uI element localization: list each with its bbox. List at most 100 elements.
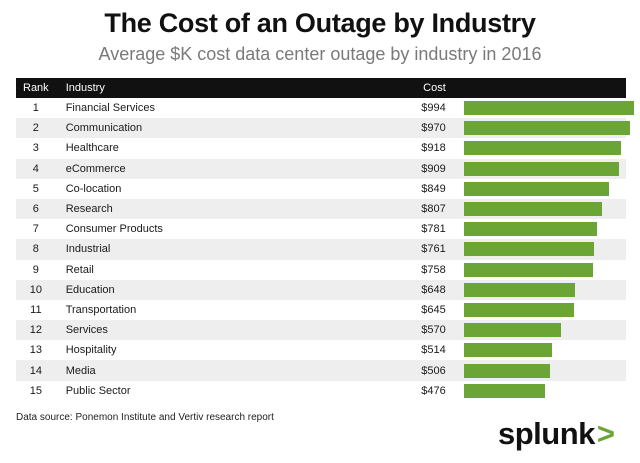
cost-cell: $849 (321, 178, 446, 199)
cost-cell: $807 (321, 198, 446, 220)
table-row: 6 Research $807 (16, 198, 626, 220)
industry-cell: Communication (55, 118, 322, 139)
table-row: 1 Financial Services $994 (16, 98, 634, 119)
table-row: 9 Retail $758 (16, 259, 626, 280)
industry-cell: Healthcare (55, 138, 322, 159)
bar-mark (463, 242, 594, 257)
industry-cell: Services (55, 320, 322, 341)
bar-mark (463, 282, 575, 297)
industry-cell: Co-location (55, 178, 322, 199)
cost-cell: $758 (321, 259, 446, 280)
cost-cell: $918 (321, 138, 446, 159)
rank-cell: 4 (16, 158, 56, 179)
table-row: 7 Consumer Products $781 (16, 219, 626, 240)
table-row: 14 Media $506 (16, 360, 626, 381)
bar-cell (445, 219, 626, 240)
industry-cell: Industrial (55, 239, 322, 260)
table-body: 1 Financial Services $994 2 Communication $97… (16, 98, 634, 401)
logo-chevron-icon: > (596, 416, 615, 451)
bar-mark (463, 121, 630, 136)
header-industry: Industry (55, 78, 322, 98)
cost-cell: $761 (321, 239, 446, 260)
industry-cell: Retail (55, 259, 322, 280)
bar-cell (445, 118, 630, 139)
bar-mark (463, 181, 609, 196)
rank-cell: 9 (16, 259, 56, 280)
cost-cell: $476 (321, 380, 446, 401)
industry-cell: Hospitality (55, 340, 322, 361)
header-cost: Cost (321, 78, 446, 98)
bar-mark (463, 141, 621, 156)
rank-cell: 5 (16, 178, 56, 199)
bar-mark (463, 323, 562, 338)
bar-cell (445, 98, 634, 119)
table-row: 12 Services $570 (16, 320, 626, 341)
chart-subtitle: Average $K cost data center outage by in… (98, 44, 542, 64)
bar-cell (445, 158, 626, 179)
rank-cell: 2 (16, 118, 56, 139)
chart-title: The Cost of an Outage by Industry (104, 8, 536, 38)
rank-cell: 12 (16, 320, 56, 341)
cost-cell: $645 (321, 299, 446, 321)
bar-mark (463, 343, 552, 358)
rank-cell: 11 (16, 299, 56, 321)
industry-cell: Education (55, 279, 322, 300)
table-row: 5 Co-location $849 (16, 178, 626, 199)
bar-mark (463, 161, 620, 176)
header-rank: Rank (16, 78, 56, 98)
bar-cell (445, 360, 626, 381)
cost-cell: $994 (321, 98, 446, 119)
table-header-row: Rank Industry Cost (16, 78, 626, 98)
bar-mark (463, 383, 546, 398)
table-row: 11 Transportation $645 (16, 299, 626, 321)
bar-cell (445, 239, 626, 260)
bar-cell (445, 299, 626, 321)
industry-cell: Research (55, 198, 322, 220)
bar-cell (445, 340, 626, 361)
industry-cell: Public Sector (55, 380, 322, 401)
rank-cell: 3 (16, 138, 56, 159)
bar-cell (445, 320, 626, 341)
cost-cell: $909 (321, 158, 446, 179)
table-row: 3 Healthcare $918 (16, 138, 626, 159)
cost-cell: $781 (321, 219, 446, 240)
cost-cell: $648 (321, 279, 446, 300)
industry-cell: Financial Services (55, 98, 322, 119)
industry-cell: Media (55, 360, 322, 381)
rank-cell: 10 (16, 279, 56, 300)
table-row: 8 Industrial $761 (16, 239, 626, 260)
table-row: 4 eCommerce $909 (16, 158, 626, 179)
bar-cell (445, 138, 626, 159)
bar-cell (445, 178, 626, 199)
rank-cell: 8 (16, 239, 56, 260)
table-row: 13 Hospitality $514 (16, 340, 626, 361)
bar-mark (463, 262, 594, 277)
cost-cell: $506 (321, 360, 446, 381)
cost-cell: $970 (321, 118, 446, 139)
splunk-logo: splunk> (498, 416, 615, 452)
bar-cell (445, 259, 626, 280)
bar-mark (463, 222, 598, 237)
bar-mark (463, 101, 634, 116)
data-table: Rank Industry Cost 1 Financial Services $9… (16, 78, 634, 401)
table-row: 15 Public Sector $476 (16, 380, 626, 401)
table-row: 2 Communication $970 (16, 118, 630, 139)
bar-mark (463, 202, 602, 217)
bar-mark (463, 363, 551, 378)
table-row: 10 Education $648 (16, 279, 626, 300)
industry-cell: Transportation (55, 299, 322, 321)
bar-cell (445, 279, 626, 300)
header-bar (445, 78, 626, 98)
rank-cell: 15 (16, 380, 56, 401)
bar-cell (445, 380, 626, 401)
data-source: Data source: Ponemon Institute and Verti… (16, 412, 274, 423)
logo-text: splunk (498, 416, 595, 451)
cost-cell: $570 (321, 320, 446, 341)
industry-cell: eCommerce (55, 158, 322, 179)
bar-mark (463, 302, 575, 317)
rank-cell: 7 (16, 219, 56, 240)
rank-cell: 13 (16, 340, 56, 361)
rank-cell: 1 (16, 98, 56, 119)
cost-cell: $514 (321, 340, 446, 361)
rank-cell: 14 (16, 360, 56, 381)
